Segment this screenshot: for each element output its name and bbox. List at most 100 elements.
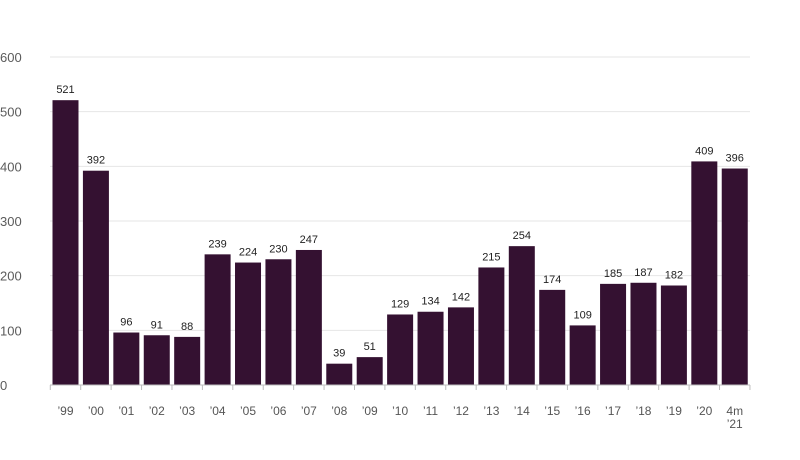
bar — [387, 314, 414, 385]
x-tick-label: ’18 — [635, 404, 651, 418]
bar — [265, 259, 292, 385]
x-tick-label: ’00 — [88, 404, 104, 418]
x-tick-label-line: ’21 — [727, 417, 743, 431]
y-tick-label: 300 — [0, 214, 22, 229]
bar — [569, 325, 596, 385]
data-label: 134 — [421, 296, 439, 308]
data-label: 51 — [364, 341, 376, 353]
data-label: 142 — [452, 291, 470, 303]
y-tick-label: 200 — [0, 269, 22, 284]
x-tick-label-line: ’07 — [301, 404, 317, 418]
x-tick-label: ’02 — [149, 404, 165, 418]
bar — [82, 170, 109, 385]
data-label: 182 — [665, 270, 683, 282]
y-tick-label: 400 — [0, 159, 22, 174]
data-label: 187 — [634, 267, 652, 279]
bar — [52, 100, 79, 385]
x-tick-label-line: ’99 — [57, 404, 73, 418]
data-label: 185 — [604, 268, 622, 280]
bar — [356, 357, 383, 385]
x-tick-label: ’01 — [118, 404, 134, 418]
bar — [691, 161, 718, 385]
x-tick-label-line: ’16 — [575, 404, 591, 418]
bar — [113, 332, 140, 385]
x-tick-label-line: ’08 — [331, 404, 347, 418]
x-tick-label: ’99 — [57, 404, 73, 418]
x-tick-label-line: ’02 — [149, 404, 165, 418]
y-tick-label: 600 — [0, 50, 22, 65]
x-tick-label-line: ’13 — [483, 404, 499, 418]
data-label: 254 — [513, 230, 531, 242]
data-label: 215 — [482, 251, 500, 263]
data-label: 39 — [333, 348, 345, 360]
x-tick-label-line: ’10 — [392, 404, 408, 418]
x-tick-label-line: ’20 — [696, 404, 712, 418]
data-label: 88 — [181, 321, 193, 333]
data-label: 521 — [56, 84, 74, 96]
x-tick-label-line: ’01 — [118, 404, 134, 418]
bar — [417, 311, 444, 385]
x-tick-label: 4m ’21 — [726, 404, 743, 431]
data-label: 91 — [151, 319, 163, 331]
x-tick-label: ’04 — [210, 404, 226, 418]
y-tick-label: 0 — [0, 378, 7, 393]
bars — [52, 100, 748, 385]
data-label: 174 — [543, 274, 561, 286]
x-tick-label-line: ’17 — [605, 404, 621, 418]
bar — [600, 283, 627, 385]
data-label: 396 — [726, 153, 744, 165]
bar — [721, 168, 748, 385]
x-tick-label: ’10 — [392, 404, 408, 418]
x-tick-label: ’06 — [270, 404, 286, 418]
data-label: 96 — [120, 317, 132, 329]
bar — [660, 285, 687, 385]
bar — [630, 282, 657, 385]
x-tick-label-line: ’00 — [88, 404, 104, 418]
x-tick-label-line: ’03 — [179, 404, 195, 418]
bar — [295, 249, 322, 385]
bar — [174, 336, 201, 385]
x-tick-label-line: ’12 — [453, 404, 469, 418]
x-axis — [49, 384, 751, 390]
x-tick-label: ’03 — [179, 404, 195, 418]
data-label: 230 — [269, 243, 287, 255]
y-axis-tick-labels: 0 100 200 300 400 500 600 — [0, 50, 22, 393]
x-tick-label: ’05 — [240, 404, 256, 418]
x-tick-label: ’11 — [423, 404, 438, 418]
data-label: 392 — [87, 155, 105, 167]
x-tick-label: ’15 — [544, 404, 560, 418]
x-tick-label-line: ’05 — [240, 404, 256, 418]
bar — [143, 335, 170, 385]
x-tick-label: ’14 — [514, 404, 530, 418]
bar — [447, 307, 474, 385]
x-tick-label: ’19 — [666, 404, 682, 418]
bar — [539, 289, 566, 385]
data-label: 109 — [573, 309, 591, 321]
data-label: 239 — [208, 238, 226, 250]
x-tick-label: ’07 — [301, 404, 317, 418]
x-tick-label-line: ’18 — [635, 404, 651, 418]
bar — [326, 363, 353, 385]
x-tick-label-line: ’15 — [544, 404, 560, 418]
data-label: 409 — [695, 145, 713, 157]
x-tick-label-line: ’14 — [514, 404, 530, 418]
x-tick-label: ’13 — [483, 404, 499, 418]
x-tick-label-line: ’11 — [423, 404, 438, 418]
x-tick-label: ’08 — [331, 404, 347, 418]
y-tick-label: 100 — [0, 323, 22, 338]
x-tick-label-line: ’19 — [666, 404, 682, 418]
x-tick-label-line: ’06 — [270, 404, 286, 418]
data-label: 129 — [391, 298, 409, 310]
x-tick-label-line: 4m — [726, 404, 743, 418]
data-labels: 521 392 96 91 88 239 224 230 247 39 51 129 134 142 215… — [56, 84, 744, 359]
x-tick-label-line: ’04 — [210, 404, 226, 418]
data-label: 247 — [300, 234, 318, 246]
bar — [478, 267, 505, 385]
x-axis-category-labels: ’99 ’00 ’01 ’02 ’03 ’04 ’05 ’06 ’07 ’08 ’09 ’10 ’11 ’… — [57, 404, 743, 431]
bar — [204, 254, 231, 385]
x-tick-label: ’20 — [696, 404, 712, 418]
data-label: 224 — [239, 247, 257, 259]
x-tick-label-line: ’09 — [362, 404, 378, 418]
